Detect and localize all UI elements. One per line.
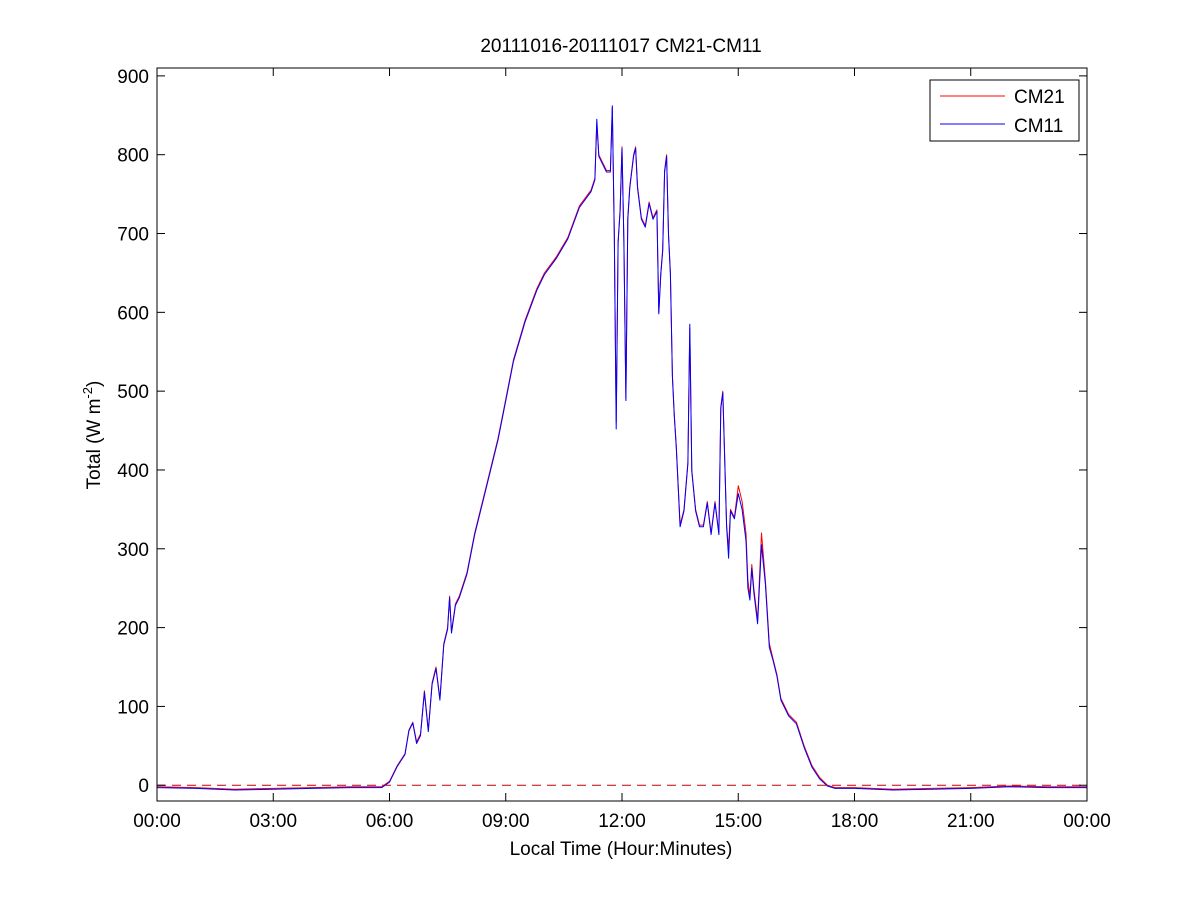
y-tick-label: 600 xyxy=(117,303,149,324)
x-tick-label: 18:00 xyxy=(831,811,879,832)
y-tick-label: 800 xyxy=(117,146,149,167)
x-tick-label: 09:00 xyxy=(482,811,530,832)
y-tick-label: 300 xyxy=(117,540,149,561)
y-axis-label-main: Total (W m xyxy=(84,399,105,490)
x-tick-label: 12:00 xyxy=(598,811,646,832)
series-layer xyxy=(156,105,1087,791)
y-axis-label-close: ) xyxy=(84,381,105,387)
y-tick-label: 400 xyxy=(117,461,149,482)
y-tick-label: 100 xyxy=(117,697,149,718)
y-axis-label-superscript: -2 xyxy=(80,387,95,399)
legend: CM21 CM11 xyxy=(929,79,1080,142)
y-tick-label: 700 xyxy=(117,225,149,246)
y-tick-label: 900 xyxy=(117,67,149,88)
y-axis-ticks: 0 100 200 300 400 500 600 700 800 900 xyxy=(117,67,1087,797)
x-tick-label: 06:00 xyxy=(366,811,414,832)
y-tick-label: 500 xyxy=(117,382,149,403)
legend-box xyxy=(929,79,1080,142)
series-line-cm11 xyxy=(156,105,1087,791)
x-axis-label: Local Time (Hour:Minutes) xyxy=(510,839,733,860)
x-tick-label: 15:00 xyxy=(714,811,762,832)
legend-label-cm11: CM11 xyxy=(1014,116,1063,137)
x-tick-label: 21:00 xyxy=(947,811,995,832)
plot-background xyxy=(157,68,1087,801)
x-tick-label: 00:00 xyxy=(1063,811,1111,832)
x-tick-label: 03:00 xyxy=(249,811,297,832)
plot-area xyxy=(157,68,1087,801)
x-tick-label: 00:00 xyxy=(133,811,181,832)
y-tick-label: 200 xyxy=(117,619,149,640)
legend-label-cm21: CM21 xyxy=(1014,87,1065,108)
x-axis-ticks: 00:00 03:00 06:00 09:00 12:00 15:00 18:00 21:00… xyxy=(133,68,1111,832)
y-axis-label: Total (W m-2) xyxy=(80,381,105,490)
y-tick-label: 0 xyxy=(138,776,149,797)
chart-title: 20111016-20111017 CM21-CM11 xyxy=(480,36,761,57)
